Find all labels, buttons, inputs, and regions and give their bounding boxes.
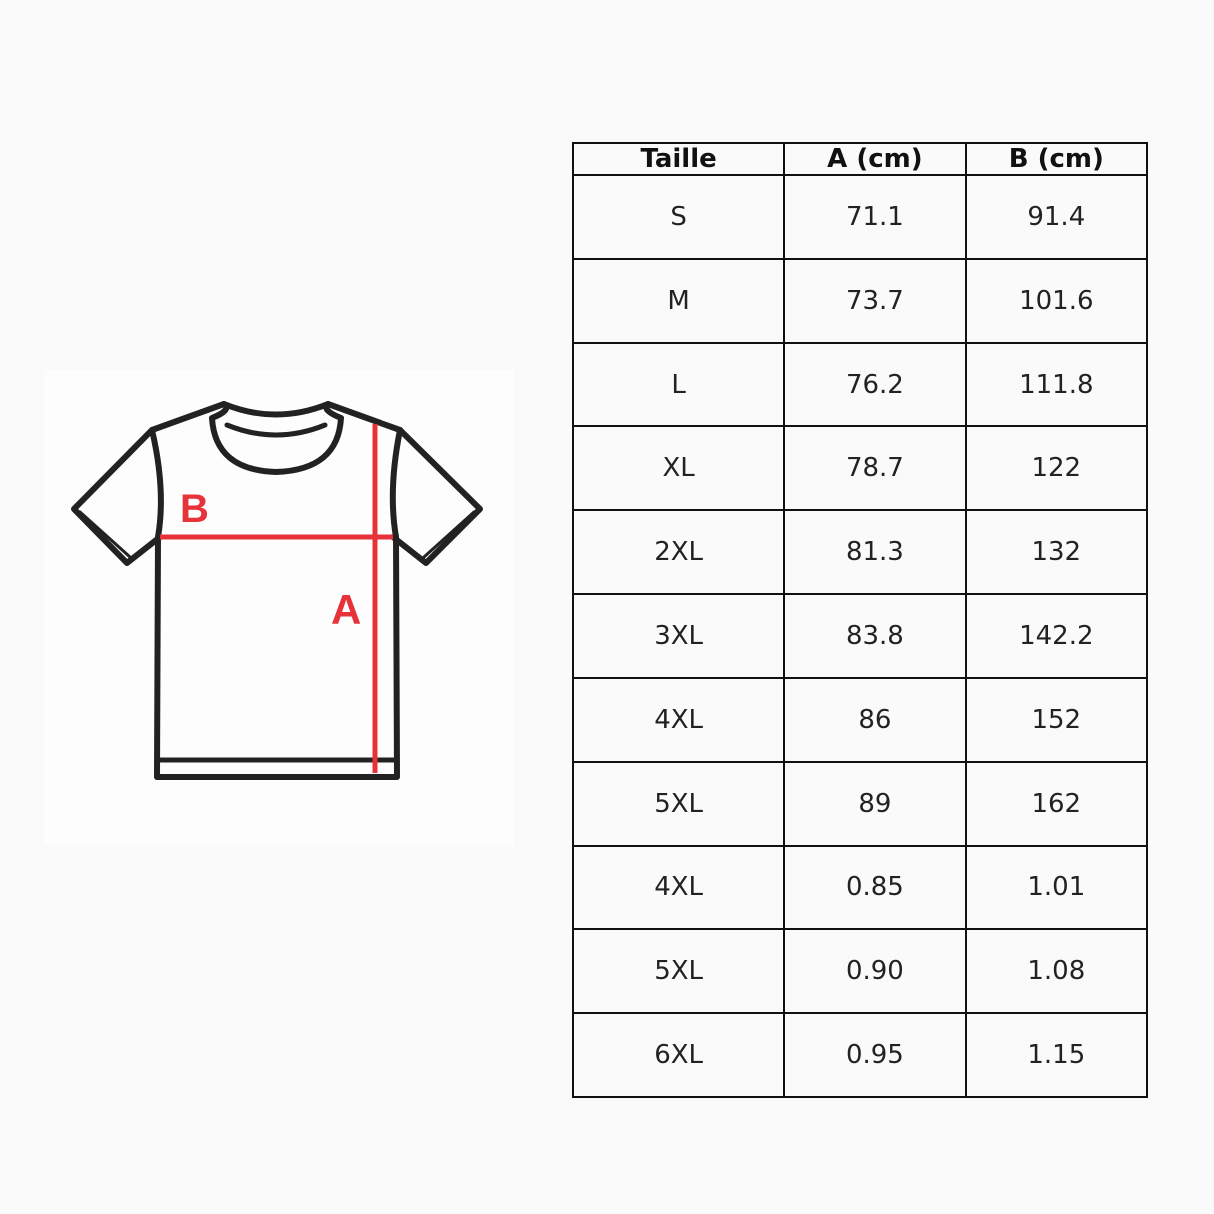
label-a: A [331,586,361,633]
table-row: M 73.7 101.6 [571,257,1149,344]
shirt-body [149,401,403,780]
cell-size: 5XL [571,760,786,847]
table-row: L 76.2 111.8 [571,341,1149,428]
header-b: B (cm) [964,142,1149,176]
cell-b-value: 132 [964,509,1149,596]
table-row: S 71.1 91.4 [571,174,1149,260]
right-sleeve [390,427,483,566]
collar-inner [224,422,328,438]
left-cuff [78,510,132,559]
cell-size: 4XL [571,844,786,931]
table-header-row: Taille A (cm) B (cm) [571,142,1149,176]
cell-a-value: 81.3 [783,509,967,596]
cell-a-value: 86 [783,676,967,763]
tshirt-outline-icon: B A [71,401,483,780]
cell-a-value: 0.85 [783,844,967,931]
table-row: 5XL 0.90 1.08 [571,928,1149,1015]
cell-b-value: 91.4 [964,174,1149,260]
left-sleeve [71,427,163,566]
header-taille: Taille [571,142,786,176]
cell-a-value: 71.1 [783,174,967,260]
table-row: XL 78.7 122 [571,425,1149,512]
cell-b-value: 152 [964,676,1149,763]
cell-b-value: 122 [964,425,1149,512]
cell-a-value: 0.90 [783,928,967,1015]
table-row: 3XL 83.8 142.2 [571,593,1149,679]
cell-size: 6XL [571,1012,786,1098]
cell-b-value: 1.08 [964,928,1149,1015]
table-row: 5XL 89 162 [571,760,1149,847]
cell-size: 3XL [571,593,786,679]
table-row: 6XL 0.95 1.15 [571,1012,1149,1098]
cell-a-value: 73.7 [783,257,967,344]
cell-size: 5XL [571,928,786,1015]
cell-b-value: 1.15 [964,1012,1149,1098]
table-row: 2XL 81.3 132 [571,509,1149,596]
table-row: 4XL 0.85 1.01 [571,844,1149,931]
header-a: A (cm) [783,142,967,176]
tshirt-diagram: B A [44,370,514,845]
cell-size: S [571,174,786,260]
size-table: Taille A (cm) B (cm) S 71.1 91.4 M 73.7 101.6… [571,142,1149,1098]
cell-a-value: 76.2 [783,341,967,428]
cell-a-value: 83.8 [783,593,967,679]
collar-outer [209,401,344,475]
cell-b-value: 162 [964,760,1149,847]
cell-size: XL [571,425,786,512]
cell-b-value: 1.01 [964,844,1149,931]
cell-a-value: 78.7 [783,425,967,512]
label-b: B [180,487,209,531]
cell-size: 2XL [571,509,786,596]
cell-size: L [571,341,786,428]
cell-b-value: 111.8 [964,341,1149,428]
cell-b-value: 142.2 [964,593,1149,679]
cell-a-value: 89 [783,760,967,847]
cell-b-value: 101.6 [964,257,1149,344]
cell-size: 4XL [571,676,786,763]
cell-a-value: 0.95 [783,1012,967,1098]
right-cuff [422,510,476,559]
table-row: 4XL 86 152 [571,676,1149,763]
cell-size: M [571,257,786,344]
